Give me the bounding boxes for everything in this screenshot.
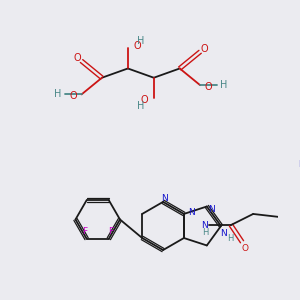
Text: O: O [134,41,141,51]
Text: O: O [69,91,77,101]
Text: N: N [220,229,227,238]
Text: N: N [161,194,168,203]
Text: O: O [141,95,148,105]
Text: O: O [241,244,248,253]
Text: F: F [108,227,113,236]
Text: H: H [202,228,208,237]
Text: N: N [298,160,300,169]
Text: O: O [201,44,208,54]
Text: H: H [137,36,145,46]
Text: N: N [208,205,215,214]
Text: H: H [227,234,233,243]
Text: O: O [73,53,81,63]
Text: N: N [202,220,208,230]
Text: H: H [220,80,228,90]
Text: F: F [82,227,87,236]
Text: H: H [54,89,61,99]
Text: H: H [137,100,145,110]
Text: O: O [205,82,212,92]
Text: N: N [188,208,195,217]
